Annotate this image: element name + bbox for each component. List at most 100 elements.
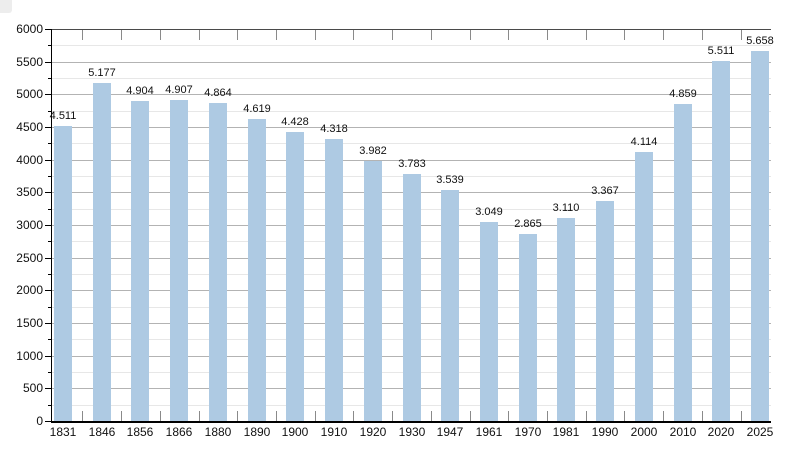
- x-axis-minor-tick-top: [392, 30, 393, 40]
- x-axis-minor-tick-bottom: [392, 411, 393, 421]
- gridline-major: [51, 62, 771, 63]
- x-axis-minor-tick-top: [702, 30, 703, 40]
- y-axis-tick-mark: [45, 192, 51, 193]
- gridline-minor: [51, 78, 771, 79]
- y-axis-tick-mark: [48, 339, 51, 340]
- bar-1930: [403, 174, 421, 421]
- y-axis-tick-mark: [48, 241, 51, 242]
- bar-value-label: 3.783: [398, 158, 426, 170]
- bar-1880: [209, 103, 227, 421]
- x-axis-minor-tick-bottom: [702, 411, 703, 421]
- x-axis-tick-label: 1930: [398, 425, 426, 439]
- y-axis-tick-mark: [45, 127, 51, 128]
- y-axis-tick-mark: [45, 290, 51, 291]
- x-axis-minor-tick-bottom: [586, 411, 587, 421]
- x-axis-minor-tick-bottom: [470, 411, 471, 421]
- y-axis-tick-label: 0: [36, 414, 43, 428]
- y-axis-tick-mark: [48, 209, 51, 210]
- x-axis-minor-tick-bottom: [121, 411, 122, 421]
- bar-1831: [54, 126, 72, 421]
- x-axis-tick-label: 1981: [552, 425, 580, 439]
- y-axis-tick-label: 1500: [16, 316, 43, 330]
- y-axis-tick-mark: [48, 45, 51, 46]
- x-axis-tick-label: 1900: [281, 425, 309, 439]
- bar-1910: [325, 139, 343, 421]
- y-axis-tick-mark: [48, 372, 51, 373]
- gridline-major: [51, 127, 771, 128]
- y-axis-tick-mark: [45, 323, 51, 324]
- bar-1920: [364, 161, 382, 421]
- y-axis-tick-mark: [48, 405, 51, 406]
- x-axis-minor-tick-bottom: [315, 411, 316, 421]
- bar-1890: [248, 119, 266, 421]
- bar-1970: [519, 234, 537, 421]
- gridline-minor: [51, 143, 771, 144]
- y-axis-tick-label: 4000: [16, 152, 43, 167]
- bar-value-label: 3.049: [475, 206, 503, 218]
- y-axis-tick-label: 2500: [16, 250, 43, 265]
- bar-2000: [635, 152, 653, 421]
- y-axis-tick-mark: [45, 258, 51, 259]
- x-axis-tick-label: 1920: [359, 425, 387, 439]
- x-axis-minor-tick-top: [586, 30, 587, 40]
- x-axis-minor-tick-bottom: [276, 411, 277, 421]
- bar-1846: [93, 83, 111, 421]
- x-axis-minor-tick-bottom: [160, 411, 161, 421]
- gridline-major: [51, 94, 771, 95]
- bar-1961: [480, 222, 498, 421]
- y-axis-line: [51, 29, 52, 423]
- x-axis-minor-tick-top: [82, 30, 83, 40]
- y-axis-tick-label: 5500: [16, 54, 43, 69]
- bar-2025: [751, 51, 769, 421]
- gridline-minor: [51, 45, 771, 46]
- x-axis-minor-tick-bottom: [663, 411, 664, 421]
- x-axis-minor-tick-top: [741, 30, 742, 40]
- x-axis-tick-label: 1990: [591, 425, 619, 439]
- bar-1990: [596, 201, 614, 421]
- x-axis-minor-tick-top: [237, 30, 238, 40]
- y-axis-tick-mark: [48, 274, 51, 275]
- x-axis-minor-tick-bottom: [353, 411, 354, 421]
- bar-value-label: 3.539: [436, 174, 464, 186]
- gridline-major: [51, 160, 771, 161]
- y-axis-tick-mark: [45, 356, 51, 357]
- x-axis-minor-tick-bottom: [547, 411, 548, 421]
- bar-2020: [712, 61, 730, 421]
- bar-value-label: 4.859: [669, 88, 697, 100]
- x-axis-minor-tick-top: [431, 30, 432, 40]
- y-axis-tick-label: 6000: [16, 22, 43, 36]
- y-axis-tick-mark: [45, 94, 51, 95]
- y-axis-tick-mark: [45, 160, 51, 161]
- bar-value-label: 4.511: [49, 110, 77, 122]
- y-axis-tick-mark: [48, 143, 51, 144]
- y-axis-tick-mark: [48, 307, 51, 308]
- bar-value-label: 4.619: [243, 103, 271, 115]
- bar-1866: [170, 100, 188, 421]
- y-axis-tick-label: 3500: [16, 185, 43, 200]
- x-axis-minor-tick-top: [470, 30, 471, 40]
- y-axis-tick-mark: [45, 421, 51, 422]
- x-axis-tick-label: 1846: [88, 425, 116, 439]
- bar-value-label: 2.865: [514, 218, 542, 230]
- bar-value-label: 4.318: [320, 123, 348, 135]
- x-axis-minor-tick-bottom: [431, 411, 432, 421]
- x-axis-minor-tick-bottom: [199, 411, 200, 421]
- x-axis-tick-label: 1890: [243, 425, 271, 439]
- x-axis-tick-label: 1961: [475, 425, 503, 439]
- y-axis-tick-mark: [45, 225, 51, 226]
- bar-value-label: 3.367: [591, 185, 619, 197]
- bar-1981: [557, 218, 575, 421]
- bar-value-label: 5.658: [746, 35, 774, 47]
- y-axis-tick-mark: [48, 176, 51, 177]
- x-axis-minor-tick-top: [624, 30, 625, 40]
- bar-value-label: 5.511: [707, 45, 735, 57]
- x-axis-minor-tick-top: [199, 30, 200, 40]
- gridline-minor: [51, 111, 771, 112]
- y-axis-tick-mark: [48, 78, 51, 79]
- x-axis-minor-tick-top: [276, 30, 277, 40]
- x-axis-minor-tick-top: [663, 30, 664, 40]
- y-axis-tick-label: 5000: [16, 87, 43, 102]
- x-axis-minor-tick-top: [121, 30, 122, 40]
- bar-value-label: 4.907: [165, 84, 193, 96]
